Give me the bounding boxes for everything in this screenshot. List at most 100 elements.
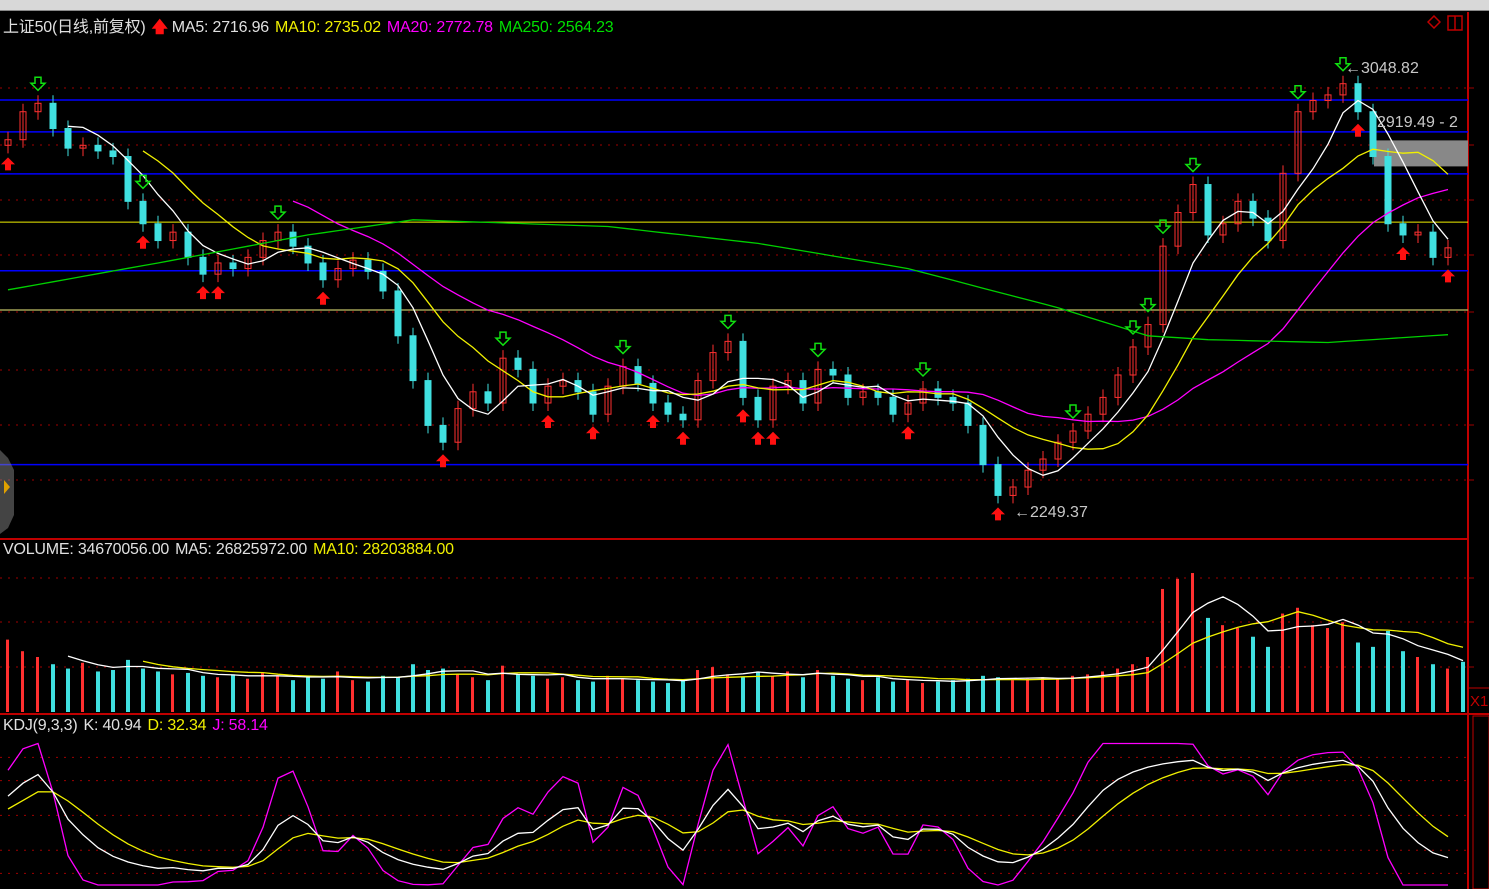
volume-bar (831, 675, 835, 712)
buy-arrow-icon (1, 157, 15, 171)
panel-tools (1427, 15, 1463, 31)
candle (1039, 458, 1047, 471)
kdj-j-line (7, 742, 1448, 886)
candle (544, 385, 552, 404)
sell-arrow-icon (914, 362, 932, 378)
volume-bar (1431, 664, 1435, 712)
volume-bar (81, 662, 84, 712)
volume-bar (591, 681, 595, 712)
volume-bar (201, 675, 205, 712)
candle (949, 396, 957, 404)
ma20-legend: MA20: 2772.78 (386, 19, 493, 36)
candle (904, 402, 912, 415)
volume-bar (711, 667, 714, 712)
split-panel-icon[interactable] (1447, 15, 1463, 31)
volume-bar (1296, 607, 1299, 712)
candle (259, 240, 267, 258)
volume-bar (66, 668, 70, 712)
volume-bar (36, 656, 39, 712)
candle (1159, 245, 1167, 326)
volume-bar (861, 680, 864, 712)
volume-bar (231, 674, 235, 712)
kdj-j: J: 58.14 (212, 717, 268, 734)
volume-bar (1041, 677, 1044, 712)
candle (1009, 486, 1017, 496)
sell-arrow-icon (719, 314, 737, 330)
candle (1339, 83, 1347, 96)
volume-bar (96, 671, 100, 712)
candle (829, 368, 837, 376)
candle (139, 200, 147, 225)
buy-arrow-icon (196, 286, 210, 300)
diamond-icon[interactable] (1427, 15, 1441, 29)
candle (709, 352, 717, 382)
volume-bar (291, 680, 295, 712)
volume-bar (246, 678, 249, 712)
volume-bar (876, 677, 880, 712)
scale-label[interactable]: X1 (1470, 693, 1489, 710)
buy-arrow-icon (136, 235, 150, 249)
candle (34, 102, 42, 113)
buy-arrow-icon (676, 431, 690, 445)
leader-icon: ← (1014, 504, 1030, 521)
volume-bar (666, 683, 670, 712)
volume-bar (351, 680, 354, 712)
candle (844, 374, 852, 398)
volume-bar (366, 681, 370, 712)
volume-bar (1146, 656, 1149, 712)
buy-arrow-icon (646, 414, 660, 428)
volume-bar (561, 677, 564, 712)
volume-bar (1446, 668, 1449, 712)
candle (124, 156, 132, 202)
leader-icon: ← (1345, 60, 1361, 77)
volume-bar (426, 670, 430, 712)
candle (394, 290, 402, 337)
ma250-legend: MA250: 2564.23 (498, 19, 614, 36)
buy-arrow-icon (1351, 123, 1365, 137)
volume-bar (441, 668, 445, 712)
candle (94, 144, 102, 152)
candle (1084, 413, 1092, 432)
volume-bar (456, 674, 459, 712)
volume-bar (891, 681, 895, 712)
high-value: 3048.82 (1361, 60, 1419, 77)
volume-legend: VOLUME: 34670056.00 MA5: 26825972.00 MA10:… (3, 541, 460, 559)
buy-arrow-icon (751, 431, 765, 445)
candle (979, 424, 987, 466)
candle (154, 223, 162, 242)
buy-arrow-icon (736, 409, 750, 423)
candle (889, 396, 897, 415)
candle (859, 391, 867, 398)
candle (199, 256, 207, 275)
volume-bar (1281, 613, 1284, 712)
volume-bar (726, 674, 729, 712)
candle (739, 340, 747, 398)
volume-bar (1071, 675, 1074, 712)
candle (499, 357, 507, 404)
volume-bar (1176, 578, 1179, 712)
volume-bar (846, 678, 850, 712)
volume-bar (186, 672, 190, 712)
volume-bar (1056, 678, 1059, 712)
candle (334, 268, 342, 281)
volume-bar (1341, 622, 1344, 712)
low-value: 2249.37 (1030, 504, 1088, 521)
sell-arrow-icon (1289, 84, 1307, 100)
candle (964, 402, 972, 426)
volume-bar (486, 680, 490, 712)
volume-bar (1416, 656, 1419, 712)
volume-bar (501, 665, 504, 712)
volume-bar (1371, 646, 1375, 712)
volume-bar (906, 680, 909, 712)
candle (589, 391, 597, 415)
symbol-title: 上证50(日线,前复权) (3, 19, 146, 36)
candle (1204, 184, 1212, 236)
kdj-name: KDJ(9,3,3) (3, 717, 78, 734)
volume-bar (921, 683, 924, 712)
low-annotation: ←2249.37 (1014, 504, 1088, 522)
buy-arrow-icon (586, 426, 600, 440)
volume-bar (1326, 628, 1329, 712)
ma5-line (67, 99, 1449, 476)
volume-bar (276, 675, 279, 712)
